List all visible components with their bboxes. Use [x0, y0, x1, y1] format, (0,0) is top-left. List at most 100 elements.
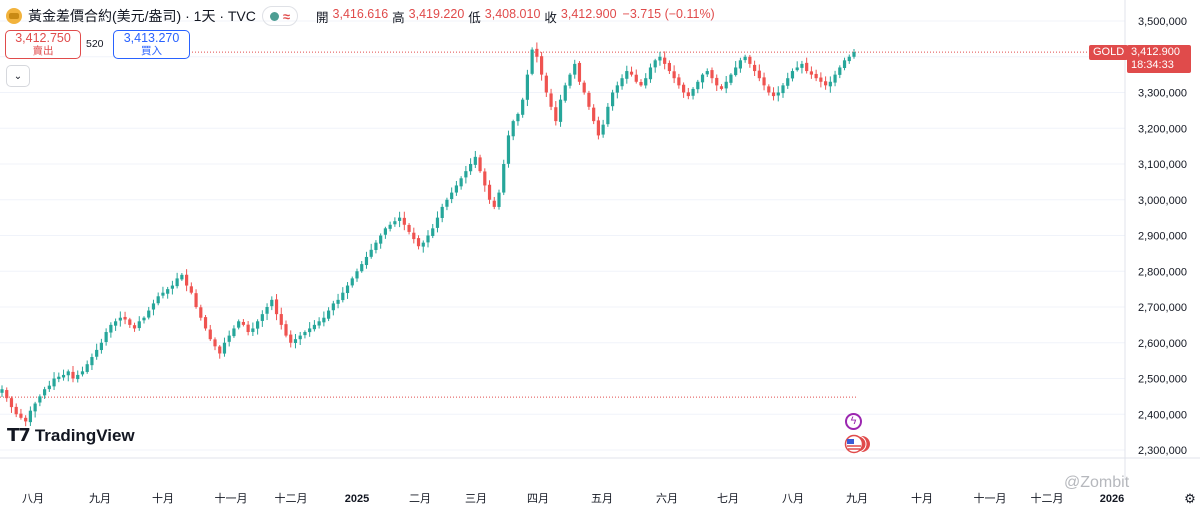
y-tick-label: 2,700,000 [1138, 302, 1187, 314]
candle-body [28, 410, 32, 423]
candle-body [629, 71, 634, 75]
candle-body [251, 328, 255, 332]
candle-body [710, 70, 714, 79]
high-value: 3,419.220 [408, 6, 465, 21]
candle-body [573, 63, 577, 75]
x-tick-label: 十二月 [275, 491, 308, 505]
candle-body [189, 286, 193, 293]
candle-body [440, 206, 444, 218]
candle-body [0, 389, 4, 393]
candle-body [653, 60, 657, 68]
market-status-pill[interactable]: ≈ [261, 6, 299, 26]
candlestick-series [0, 42, 856, 427]
low-label: 低 [468, 10, 481, 25]
event-flash-icon[interactable]: ϟ [845, 413, 862, 430]
candle-body [38, 396, 42, 403]
candle-body [644, 78, 648, 86]
settings-gear-icon[interactable]: ⚙ [1184, 491, 1196, 506]
candle-body [540, 56, 544, 75]
candle-body [364, 256, 369, 266]
symbol-title[interactable]: 黃金差價合約(美元/盎司) · 1天 · TVC [28, 8, 256, 24]
market-open-icon [269, 11, 279, 21]
candle-body [601, 124, 605, 135]
candle-body [511, 121, 515, 137]
candle-body [47, 385, 51, 390]
y-tick-label: 3,100,000 [1138, 159, 1187, 171]
candle-body [109, 324, 113, 333]
candle-body [137, 321, 141, 329]
candle-body [256, 321, 260, 329]
y-tick-label: 3,200,000 [1138, 123, 1187, 135]
candle-body [383, 228, 387, 235]
close-label: 收 [544, 10, 557, 25]
y-tick-label: 2,800,000 [1138, 266, 1187, 278]
x-tick-label: 八月 [22, 493, 44, 505]
candle-body [9, 398, 14, 408]
candle-body [14, 406, 18, 415]
candle-body [734, 67, 738, 76]
close-value: 3,412.900 [560, 6, 617, 21]
candle-body [336, 299, 340, 304]
candle-body [819, 77, 823, 82]
y-tick-label: 2,900,000 [1138, 231, 1187, 243]
candle-body [132, 325, 137, 329]
candle-body [374, 242, 378, 251]
change-value: −3.715 (−0.11%) [622, 6, 715, 21]
candle-body [677, 77, 681, 86]
candle-body [52, 378, 56, 387]
candle-body [33, 403, 37, 412]
candle-body [289, 334, 293, 343]
candle-body [312, 324, 316, 330]
collapse-legend-button[interactable]: ⌄ [6, 65, 30, 87]
tradingview-logo[interactable]: 𝗧𝟳 TradingView [7, 425, 135, 446]
candle-body [667, 62, 671, 72]
candle-body [502, 164, 506, 193]
y-tick-label: 3,300,000 [1138, 88, 1187, 100]
y-tick-label: 3,000,000 [1138, 195, 1187, 207]
us-economic-event-icon[interactable] [844, 434, 870, 454]
candle-body [483, 171, 487, 186]
sell-button[interactable]: 3,412.750 賣出 [5, 30, 81, 59]
candle-body [293, 339, 298, 343]
candle-body [185, 274, 189, 286]
brand-name: TradingView [34, 425, 135, 445]
candle-body [663, 57, 667, 64]
candle-body [398, 217, 402, 221]
candle-body [469, 164, 473, 172]
candle-body [738, 60, 742, 69]
candle-body [421, 242, 425, 247]
candle-body [809, 71, 813, 75]
candle-body [781, 85, 785, 94]
candle-body [71, 371, 75, 379]
candle-body [104, 332, 108, 343]
candle-body [805, 62, 809, 72]
x-tick-label: 八月 [782, 493, 804, 505]
candle-body [535, 48, 539, 57]
candle-body [639, 81, 643, 86]
buy-button[interactable]: 3,413.270 買入 [113, 30, 190, 59]
y-tick-label: 2,500,000 [1138, 374, 1187, 386]
candle-body [431, 228, 435, 236]
candle-body [767, 86, 771, 93]
candle-body [473, 156, 477, 165]
ohlc-values: 開 3,416.616 高 3,419.220 低 3,408.010 收 3,412.… [316, 7, 715, 26]
candle-body [279, 314, 283, 325]
candle-body [61, 374, 66, 378]
candle-body [445, 199, 449, 207]
candle-body [95, 349, 99, 357]
open-value: 3,416.616 [332, 6, 389, 21]
x-tick-label: 三月 [465, 493, 487, 505]
candle-body [696, 81, 700, 90]
candle-body [360, 264, 364, 272]
x-tick-label: 十月 [152, 491, 174, 505]
candle-body [549, 93, 553, 107]
candle-body [634, 74, 638, 82]
gold-symbol-icon [6, 8, 22, 24]
grid-lines [0, 20, 1125, 451]
candle-body [558, 99, 563, 122]
x-tick-label: 九月 [89, 492, 111, 505]
candle-body [76, 374, 80, 380]
candle-body [147, 310, 151, 318]
candle-body [847, 56, 851, 62]
